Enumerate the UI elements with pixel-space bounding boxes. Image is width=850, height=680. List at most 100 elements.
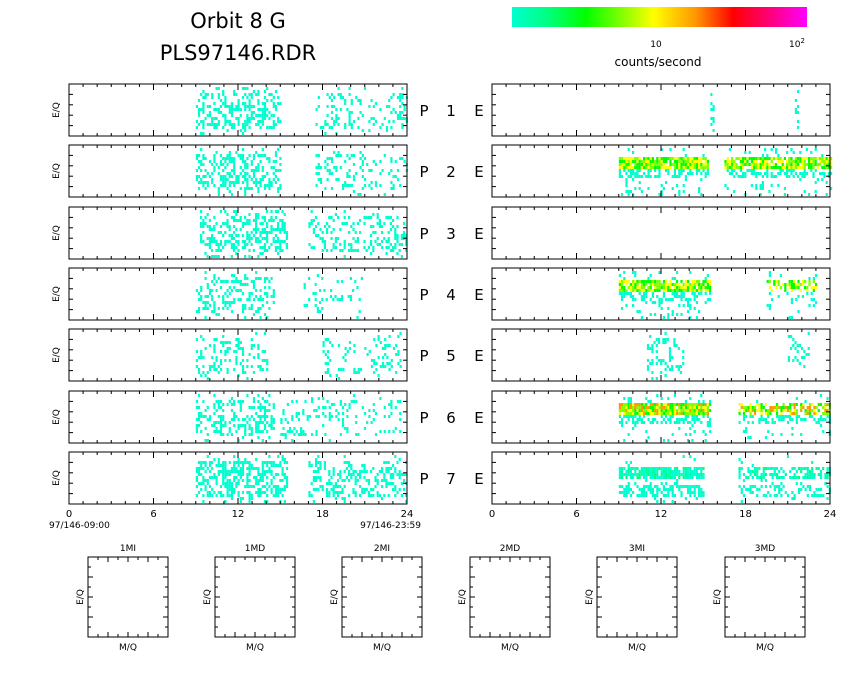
- data-cell: [793, 412, 796, 415]
- data-cell: [755, 184, 758, 187]
- data-cell: [738, 421, 741, 424]
- data-cell: [399, 412, 402, 415]
- data-cell: [740, 488, 743, 491]
- data-cell: [643, 298, 646, 301]
- data-cell: [760, 476, 763, 479]
- data-cell: [654, 166, 657, 169]
- data-cell: [655, 350, 658, 353]
- data-cell: [233, 123, 236, 126]
- data-cell: [399, 114, 402, 117]
- data-cell: [618, 160, 621, 163]
- data-cell: [206, 286, 209, 289]
- data-cell: [230, 491, 234, 494]
- data-cell: [233, 184, 236, 187]
- data-cell: [632, 412, 635, 415]
- data-cell: [335, 108, 338, 111]
- data-cell: [252, 219, 255, 222]
- data-cell: [255, 219, 258, 222]
- data-cell: [634, 412, 637, 415]
- data-cell: [775, 473, 779, 476]
- data-cell: [224, 473, 227, 476]
- data-cell: [803, 175, 806, 178]
- data-cell: [233, 491, 236, 494]
- data-cell: [224, 292, 227, 295]
- data-cell: [691, 409, 694, 412]
- data-cell: [700, 163, 703, 166]
- data-cell: [246, 243, 249, 246]
- data-cell: [252, 371, 256, 374]
- data-cell: [700, 166, 703, 169]
- data-cell: [350, 102, 353, 105]
- data-cell: [213, 406, 216, 409]
- data-cell: [263, 461, 267, 464]
- data-cell: [698, 494, 701, 497]
- data-cell: [755, 157, 758, 160]
- data-cell: [348, 249, 351, 252]
- data-cell: [261, 368, 264, 371]
- data-cell: [636, 172, 639, 175]
- data-cell: [277, 117, 280, 120]
- data-cell: [335, 166, 338, 169]
- data-cell: [324, 433, 327, 436]
- data-cell: [343, 500, 346, 503]
- data-cell: [676, 271, 679, 274]
- data-cell: [272, 403, 275, 406]
- data-cell: [649, 335, 652, 338]
- data-cell: [389, 467, 392, 470]
- data-cell: [337, 87, 340, 90]
- data-cell: [261, 406, 264, 409]
- data-cell: [363, 184, 367, 187]
- data-cell: [330, 476, 333, 479]
- data-cell: [780, 418, 783, 421]
- data-cell: [819, 160, 822, 163]
- data-cell: [693, 421, 696, 424]
- data-cell: [790, 280, 793, 283]
- data-cell: [244, 163, 247, 166]
- row-suffix-e-3: E: [474, 225, 483, 243]
- data-cell: [252, 117, 256, 120]
- data-cell: [702, 409, 705, 412]
- data-cell: [802, 418, 805, 421]
- data-cell: [250, 187, 253, 190]
- data-cell: [341, 406, 345, 409]
- data-cell: [676, 412, 679, 415]
- data-cell: [336, 280, 339, 283]
- data-cell: [259, 295, 262, 298]
- data-cell: [405, 494, 408, 497]
- data-cell: [744, 172, 747, 175]
- data-cell: [629, 292, 632, 295]
- small-panel-frame: [724, 556, 806, 638]
- data-cell: [230, 114, 234, 117]
- data-cell: [684, 166, 687, 169]
- data-cell: [738, 403, 741, 406]
- data-cell: [233, 163, 236, 166]
- data-cell: [634, 271, 637, 274]
- data-cell: [636, 289, 639, 292]
- data-cell: [643, 403, 646, 406]
- data-cell: [348, 111, 351, 114]
- data-cell: [246, 87, 249, 90]
- panel-left-row-1: [68, 83, 408, 137]
- data-cell: [786, 166, 789, 169]
- data-cell: [224, 105, 227, 108]
- data-cell: [355, 421, 358, 424]
- data-cell: [248, 249, 251, 252]
- data-cell: [784, 415, 787, 418]
- data-cell: [367, 494, 370, 497]
- data-cell: [321, 237, 324, 240]
- data-cell: [678, 485, 681, 488]
- data-cell: [651, 359, 654, 362]
- data-cell: [660, 190, 663, 193]
- data-cell: [773, 494, 776, 497]
- data-cell: [766, 160, 769, 163]
- data-cell: [764, 163, 767, 166]
- data-cell: [368, 105, 371, 108]
- data-cell: [367, 491, 370, 494]
- data-cell: [709, 424, 712, 427]
- data-cell: [263, 409, 267, 412]
- data-cell: [625, 292, 628, 295]
- data-cell: [246, 181, 249, 184]
- data-cell: [784, 409, 787, 412]
- data-cell: [241, 491, 245, 494]
